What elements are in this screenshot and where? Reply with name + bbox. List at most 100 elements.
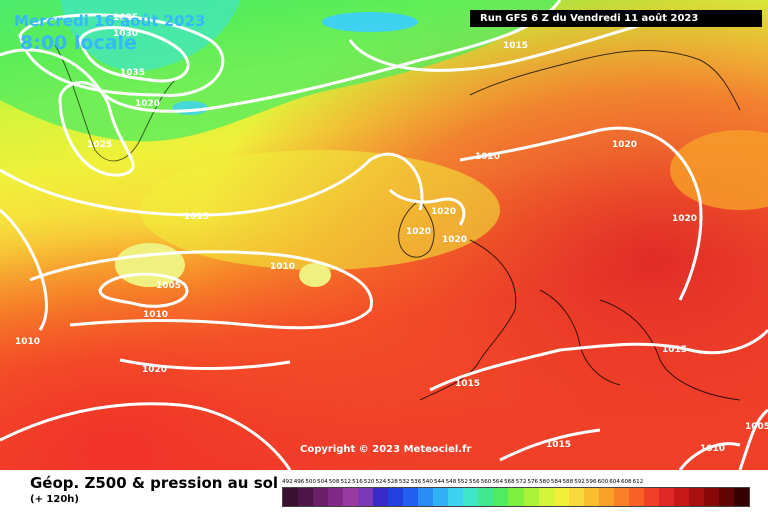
scale-label: 544 [433, 479, 445, 485]
scale-label: 572 [515, 479, 527, 485]
scale-swatch [553, 488, 569, 506]
isobar-1025-ring [58, 81, 135, 177]
scale-swatch [373, 488, 389, 506]
isobar-label: 1020 [475, 152, 500, 162]
isobar-label: 1025 [87, 140, 112, 150]
scale-label: 548 [445, 479, 457, 485]
scale-swatch [538, 488, 554, 506]
copyright-text: Copyright © 2023 Meteociel.fr [300, 444, 472, 455]
isobar-1015-north [348, 18, 661, 72]
scale-swatch [328, 488, 344, 506]
product-title: Géop. Z500 & pression au sol [30, 474, 279, 492]
scale-label: 508 [328, 479, 340, 485]
isobar-label: 1020 [431, 207, 456, 217]
scale-swatch [688, 488, 704, 506]
geopotential-map-svg: 1025 1030 1035 1020 1025 1015 1015 1010 … [0, 0, 768, 470]
run-info-box: Run GFS 6 Z du Vendredi 11 août 2023 [470, 10, 762, 27]
scale-label: 536 [410, 479, 422, 485]
scale-swatch [283, 488, 299, 506]
scale-swatch [628, 488, 644, 506]
scale-label: 556 [469, 479, 480, 485]
isobar-label: 1015 [662, 345, 687, 355]
scale-label: 604 [609, 479, 620, 485]
scale-swatch [403, 488, 419, 506]
isobar-1005-se [738, 408, 768, 470]
isobar-1010-se [678, 442, 741, 470]
scale-swatch [598, 488, 614, 506]
weather-map: 1025 1030 1035 1020 1025 1015 1015 1010 … [0, 0, 768, 470]
isobar-label: 1020 [135, 99, 160, 109]
scale-swatch [298, 488, 314, 506]
scale-label: 560 [480, 479, 492, 485]
scale-label: 576 [527, 479, 539, 485]
forecast-date: Mercredi 16 août 2023 [14, 12, 206, 30]
scale-label: 588 [562, 479, 574, 485]
isobar-label: 1015 [503, 41, 528, 51]
scale-label: 524 [375, 479, 387, 485]
isobar-label: 1020 [612, 140, 637, 150]
isobar-label: 1010 [270, 262, 295, 272]
scale-label: 528 [387, 479, 398, 485]
scale-swatch [478, 488, 494, 506]
scale-label: 580 [539, 479, 550, 485]
isobar-1020-uk [388, 188, 466, 226]
scale-label: 492 [282, 479, 293, 485]
scale-label: 592 [574, 479, 585, 485]
isobar-label: 1015 [455, 379, 480, 389]
scale-label: 596 [585, 479, 597, 485]
isobar-label: 1015 [184, 212, 209, 222]
scale-swatch [718, 488, 734, 506]
isobars [0, 0, 768, 470]
scale-swatch [343, 488, 359, 506]
scale-swatch [643, 488, 659, 506]
isobar-1035-ring [78, 26, 190, 83]
scale-swatch [493, 488, 509, 506]
scale-label: 540 [422, 479, 433, 485]
scale-label: 496 [293, 479, 305, 485]
scale-label: 612 [632, 479, 644, 485]
isobar-1020-north [0, 0, 562, 113]
isobar-labels: 1025 1030 1035 1020 1025 1015 1015 1010 … [15, 13, 768, 454]
isobar-label: 1005 [745, 422, 768, 432]
scale-swatch [508, 488, 524, 506]
color-scale-labels: 492 496 500 504 508 512 516 520 524 528 532 536 540 5… [282, 479, 750, 485]
isobar-label: 1025 [113, 13, 138, 23]
scale-label: 552 [457, 479, 468, 485]
scale-swatch [388, 488, 404, 506]
warm-spot-2 [299, 263, 331, 287]
scale-swatch [733, 488, 749, 506]
scale-swatch [523, 488, 539, 506]
isobar-1020-sw [0, 208, 291, 370]
scale-swatch [613, 488, 629, 506]
isobar-label: 1020 [406, 227, 431, 237]
legend-bar: Géop. Z500 & pression au sol (+ 120h) 49… [0, 470, 768, 512]
isobar-1020-west [0, 402, 292, 470]
isobar-label: 1020 [142, 365, 167, 375]
isobar-label: 1005 [156, 281, 181, 291]
ridge-yellow-atlantic [140, 150, 500, 270]
scale-label: 568 [504, 479, 515, 485]
scale-swatch [463, 488, 479, 506]
isobar-1015-mid [0, 152, 424, 217]
scale-swatch [658, 488, 674, 506]
scale-label: 516 [352, 479, 363, 485]
northeast-orange [670, 130, 768, 210]
scale-swatch [568, 488, 584, 506]
run-info-text: Run GFS 6 Z du Vendredi 11 août 2023 [480, 13, 699, 24]
scale-label: 600 [597, 479, 609, 485]
isobar-1005-low [98, 272, 189, 308]
scale-label: 512 [340, 479, 352, 485]
isobar-label: 1010 [143, 310, 168, 320]
isobar-1030-ring [18, 13, 225, 97]
scale-swatch [313, 488, 329, 506]
scale-swatch [358, 488, 374, 506]
scale-label: 564 [492, 479, 504, 485]
isobar-1020-europe [459, 126, 703, 301]
scale-swatch [418, 488, 434, 506]
cold-spot-cyan [322, 12, 418, 32]
isobar-label: 1015 [546, 440, 571, 450]
scale-label: 584 [550, 479, 562, 485]
isobar-1015-europe [429, 329, 768, 392]
isobar-1015-south [499, 428, 601, 462]
scale-swatch [583, 488, 599, 506]
